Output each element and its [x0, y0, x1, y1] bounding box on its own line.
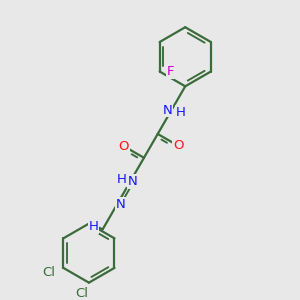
- Text: Cl: Cl: [43, 266, 56, 279]
- Text: Cl: Cl: [76, 287, 89, 300]
- Text: F: F: [167, 65, 174, 78]
- Text: O: O: [118, 140, 129, 152]
- Text: N: N: [116, 198, 125, 211]
- Text: H: H: [88, 220, 98, 233]
- Text: N: N: [128, 175, 138, 188]
- Text: H: H: [176, 106, 186, 119]
- Text: O: O: [173, 139, 183, 152]
- Text: N: N: [163, 103, 172, 117]
- Text: H: H: [116, 173, 126, 186]
